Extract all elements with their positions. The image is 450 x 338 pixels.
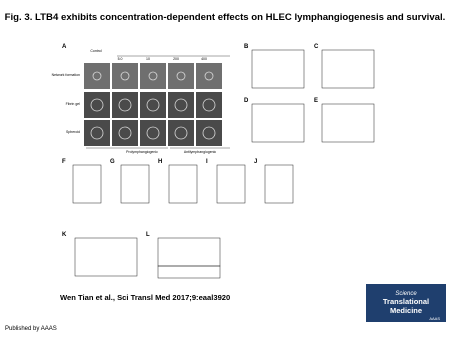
cell-cluster bbox=[204, 71, 214, 81]
micrograph-grid bbox=[84, 63, 222, 146]
column-label: Control bbox=[90, 49, 102, 53]
cell-cluster bbox=[118, 98, 132, 112]
chart-frame bbox=[321, 49, 375, 89]
panel-letter: E bbox=[314, 98, 318, 104]
cell-cluster bbox=[146, 126, 160, 140]
column-label: 10 bbox=[146, 57, 150, 61]
chart-frame bbox=[168, 164, 198, 204]
micrograph bbox=[84, 63, 110, 89]
micrograph bbox=[168, 63, 194, 89]
chart-frame bbox=[264, 164, 294, 204]
micrograph bbox=[196, 120, 222, 146]
micrograph bbox=[168, 120, 194, 146]
chart-frame bbox=[157, 265, 221, 279]
cell-cluster bbox=[202, 126, 216, 140]
cell-cluster bbox=[90, 98, 104, 112]
column-label: 400 bbox=[201, 57, 207, 61]
cell-cluster bbox=[148, 71, 158, 81]
cell-cluster bbox=[90, 126, 104, 140]
row-label: Fibrin gel bbox=[66, 102, 81, 106]
cell-cluster bbox=[176, 71, 186, 81]
panel-letter: A bbox=[62, 44, 67, 50]
logo: Science Translational Medicine AAAS bbox=[366, 284, 446, 322]
title: Fig. 3. LTB4 exhibits concentration-depe… bbox=[5, 12, 446, 23]
chart-frame bbox=[72, 164, 102, 204]
panel-letter: I bbox=[206, 159, 208, 165]
citation: Wen Tian et al., Sci Transl Med 2017;9:e… bbox=[60, 293, 230, 302]
panel-letter: H bbox=[158, 159, 162, 165]
column-label: 5.0 bbox=[118, 57, 123, 61]
micrograph bbox=[140, 63, 166, 89]
cell-cluster bbox=[174, 98, 188, 112]
micrograph bbox=[112, 63, 138, 89]
micrograph bbox=[112, 120, 138, 146]
panel-letter: J bbox=[254, 159, 257, 165]
panel-letter: D bbox=[244, 98, 249, 104]
cell-cluster bbox=[174, 126, 188, 140]
micrograph bbox=[196, 63, 222, 89]
micrograph bbox=[196, 92, 222, 118]
micrograph bbox=[112, 92, 138, 118]
micrograph bbox=[140, 120, 166, 146]
logo-box bbox=[366, 284, 446, 322]
group-label: Prolymphangiogenic bbox=[126, 150, 158, 154]
column-label: 200 bbox=[173, 57, 179, 61]
chart-frame bbox=[120, 164, 150, 204]
logo-text: Science bbox=[395, 291, 417, 297]
micrograph bbox=[168, 92, 194, 118]
cell-cluster bbox=[120, 71, 130, 81]
cell-cluster bbox=[146, 98, 160, 112]
chart-frame bbox=[74, 237, 138, 277]
micrograph bbox=[84, 92, 110, 118]
micrograph bbox=[84, 120, 110, 146]
cell-cluster bbox=[92, 71, 102, 81]
chart-frame bbox=[251, 103, 305, 143]
logo-text: Translational bbox=[383, 297, 429, 306]
cell-cluster bbox=[202, 98, 216, 112]
chart-frame bbox=[251, 49, 305, 89]
panel-letter: F bbox=[62, 159, 66, 165]
figure: Control Prolymphangiogenic Antilymphangi… bbox=[52, 44, 375, 279]
chart-frame bbox=[321, 103, 375, 143]
chart-frame bbox=[216, 164, 246, 204]
panel-letter: C bbox=[314, 44, 319, 50]
micrograph bbox=[140, 92, 166, 118]
footer: Published by AAAS bbox=[5, 326, 57, 332]
cell-cluster bbox=[118, 126, 132, 140]
row-label: Network formation bbox=[52, 73, 80, 77]
panel-letter: B bbox=[244, 44, 249, 50]
row-label: Spheroid bbox=[66, 130, 80, 134]
group-label: Antilymphangiogenic bbox=[184, 150, 217, 154]
panel-letter: G bbox=[110, 159, 115, 165]
logo-org: AAAS bbox=[429, 316, 440, 321]
logo-text: Medicine bbox=[390, 306, 422, 315]
panel-letter: L bbox=[146, 232, 150, 238]
panel-letter: K bbox=[62, 232, 67, 238]
